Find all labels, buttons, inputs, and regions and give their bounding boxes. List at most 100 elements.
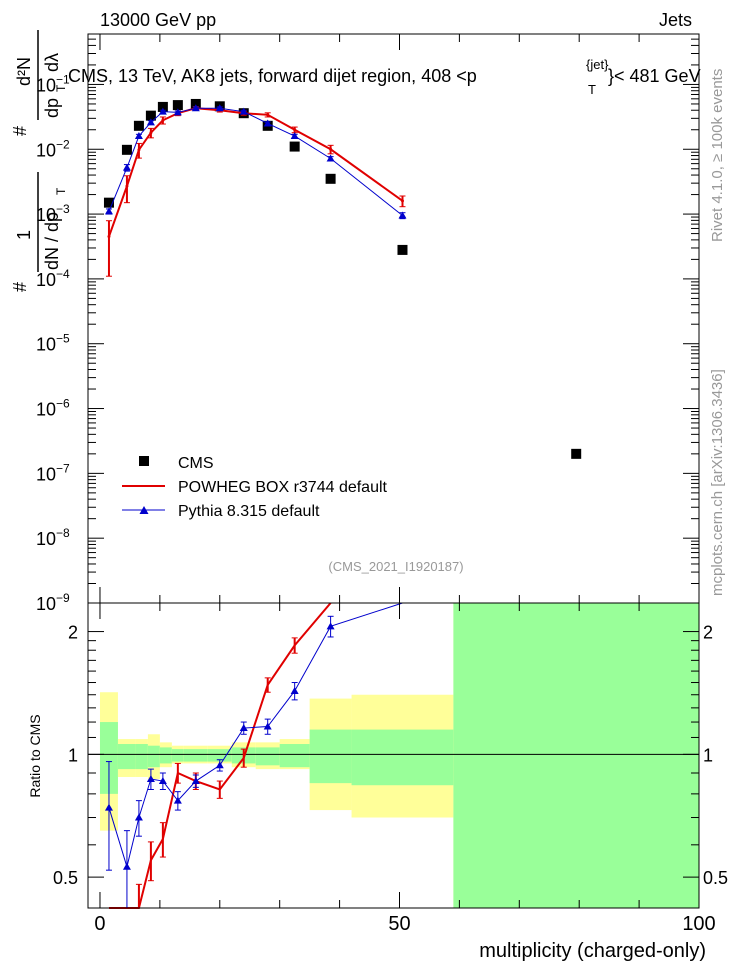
ratio-point-pythia: [326, 622, 335, 630]
ratio-xtick-label: 0: [94, 913, 105, 935]
analysis-watermark: (CMS_2021_I1920187): [328, 559, 463, 574]
band-inner: [453, 603, 699, 908]
ylabel-frac2-den-sub: T: [54, 84, 68, 92]
ylabel-frac2-num: d²N: [14, 57, 34, 86]
main-ytick-label: 10−4: [36, 267, 70, 290]
point-pythia: [239, 107, 248, 115]
band-inner: [159, 747, 172, 764]
band-inner: [171, 749, 184, 762]
header-left: 13000 GeV pp: [100, 10, 216, 30]
point-cms: [157, 101, 168, 112]
point-powheg: [107, 235, 111, 239]
ratio-point-pythia: [134, 813, 143, 821]
ylabel-frac2-den-tail: dλ: [42, 53, 62, 72]
ratio-ytick-label-right: 0.5: [703, 868, 728, 888]
ratio-uncertainty-bands: [99, 603, 699, 908]
point-powheg: [293, 128, 297, 132]
point-cms: [121, 144, 132, 155]
main-ytick-label: 10−2: [36, 137, 70, 160]
ratio-point-pythia: [158, 777, 167, 785]
ratio-point-pythia: [173, 796, 182, 804]
main-ylabel: # 1 dN / dp T # d²N dp T dλ: [10, 30, 68, 292]
title-main: CMS, 13 TeV, AK8 jets, forward dijet reg…: [68, 66, 477, 86]
band-inner: [309, 729, 352, 784]
main-ytick-label: 10−8: [36, 526, 70, 549]
point-pythia: [158, 107, 167, 115]
band-inner: [207, 749, 232, 762]
point-pythia: [215, 104, 224, 112]
ratio-point-pythia: [290, 686, 299, 694]
point-cms: [289, 141, 300, 152]
legend-label-cms: CMS: [178, 455, 214, 472]
point-pythia: [104, 207, 113, 215]
line-powheg: [108, 107, 404, 237]
point-pythia: [263, 119, 272, 127]
point-cms: [172, 100, 183, 111]
ratio-point-pythia: [239, 724, 248, 732]
header-right: Jets: [659, 10, 692, 30]
title-tail: }< 481 GeV: [608, 66, 701, 86]
band-inner: [255, 747, 280, 766]
band-inner: [351, 729, 454, 786]
point-cms: [325, 173, 336, 184]
ratio-point-pythia: [263, 722, 272, 730]
ratio-point-pythia: [146, 775, 155, 783]
point-pythia: [134, 132, 143, 140]
main-y-ticks: 10−9 10−8 10−7 10−6 10−5 10−4 10−3 10−2 10−1: [36, 34, 700, 614]
point-powheg: [149, 131, 153, 135]
band-inner: [117, 744, 136, 770]
band-inner: [183, 749, 208, 762]
point-powheg: [400, 199, 404, 203]
point-cms: [145, 110, 156, 121]
ylabel-frac1-den-sub: T: [54, 187, 68, 195]
main-ytick-label: 10−1: [36, 72, 70, 95]
ratio-point-pythia: [215, 761, 224, 769]
ratio-ytick-label: 0.5: [53, 868, 78, 888]
point-cms: [103, 197, 114, 208]
point-cms: [397, 244, 408, 255]
legend-marker-pythia: [139, 506, 149, 514]
legend-marker-cms: [139, 456, 149, 466]
point-powheg: [125, 184, 129, 188]
ratio-point-pythia: [191, 777, 200, 785]
ylabel-frac1-den: dN / dp: [42, 212, 62, 270]
ratio-series-pythia: [104, 602, 403, 909]
point-pythia: [398, 211, 407, 219]
main-ytick-label: 10−5: [36, 332, 70, 355]
point-powheg: [266, 113, 270, 117]
ylabel-hash-2: #: [10, 126, 30, 136]
point-cms: [190, 98, 201, 109]
ratio-ytick-label-right: 2: [703, 623, 713, 643]
title-sub: T: [588, 82, 596, 97]
point-powheg: [161, 118, 165, 122]
ratio-ytick-label: 1: [68, 745, 78, 765]
legend-label-pythia: Pythia 8.315 default: [178, 503, 320, 520]
band-inner: [99, 722, 118, 794]
band-inner: [147, 745, 160, 768]
main-ytick-label: 10−3: [36, 202, 70, 225]
ratio-ticks: 0.5 0.5 1 1 2 2 0 50 100: [53, 603, 728, 935]
ratio-ytick-label: 2: [68, 623, 78, 643]
mcplots-label: mcplots.cern.ch [arXiv:1306.3436]: [709, 369, 726, 596]
point-powheg: [329, 147, 333, 151]
ratio-point-pythia: [122, 862, 131, 870]
ratio-xlabel: multiplicity (charged-only): [479, 940, 706, 962]
ratio-point-pythia: [104, 803, 113, 811]
point-pythia: [146, 118, 155, 126]
rivet-label: Rivet 4.1.0, ≥ 100k events: [709, 69, 726, 242]
ratio-xtick-label: 50: [388, 913, 410, 935]
point-cms: [133, 120, 144, 131]
main-ytick-label: 10−6: [36, 397, 70, 420]
legend-label-powheg: POWHEG BOX r3744 default: [178, 479, 388, 496]
main-ytick-label: 10−7: [36, 461, 70, 484]
point-pythia: [326, 154, 335, 162]
band-inner: [135, 744, 148, 770]
series-powheg: [105, 106, 406, 277]
band-inner: [279, 744, 310, 768]
ratio-ytick-label-right: 1: [703, 745, 713, 765]
point-cms: [571, 448, 582, 459]
point-pythia: [173, 108, 182, 116]
main-series: [103, 98, 582, 459]
point-powheg: [137, 148, 141, 152]
